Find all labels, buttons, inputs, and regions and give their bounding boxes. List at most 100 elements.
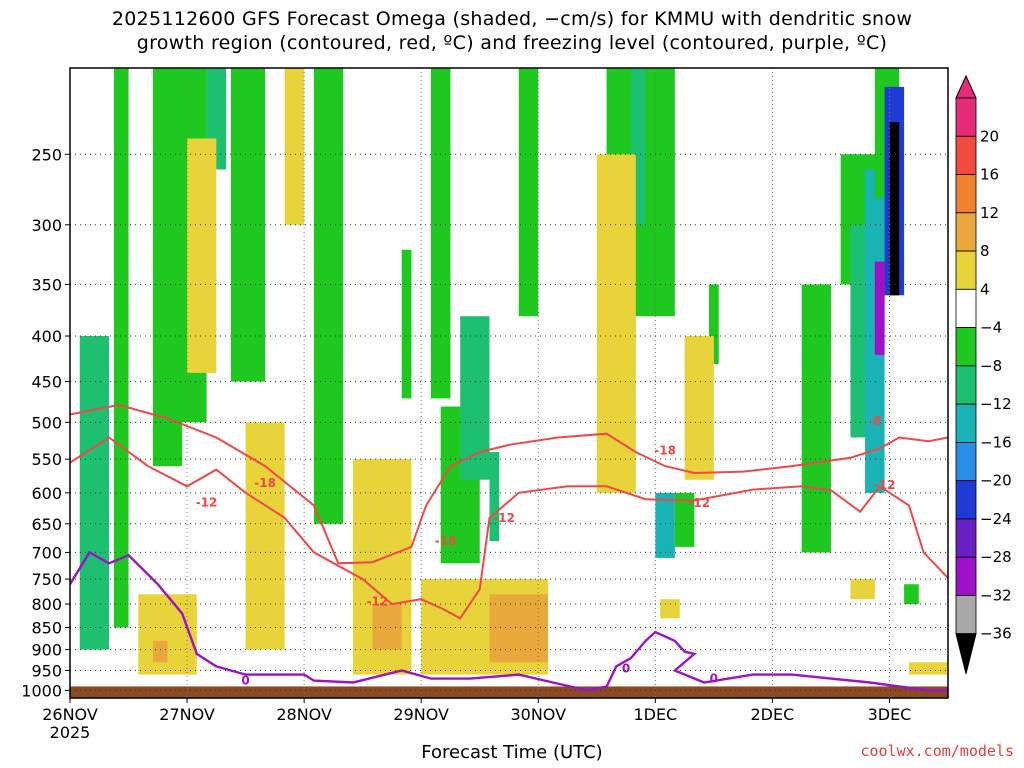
omega-cell [460,316,490,480]
colorbar-swatch [955,174,977,214]
ground-band [70,686,948,698]
omega-cell [313,68,344,524]
x-tick-label: 29NOV [393,705,449,724]
omega-cell [138,594,197,675]
colorbar-swatch [955,480,977,520]
dgz-contour-label: -12 [196,495,218,509]
y-tick-label: 850 [31,618,62,637]
omega-cell [187,138,217,373]
colorbar-tick-label: −32 [980,586,1012,604]
x-year-label: 2025 [50,723,91,742]
colorbar-swatch [955,288,977,329]
x-tick-label: 26NOV [42,705,98,724]
colorbar-tick-label: 8 [980,242,990,260]
y-tick-label: 600 [31,484,62,503]
colorbar-tick-label: −28 [980,548,1012,566]
omega-cell [889,122,900,296]
colorbar-swatch [955,250,977,290]
dgz-contour [70,403,948,565]
dgz-contour [70,436,948,620]
colorbar-swatch [955,403,977,443]
dgz-contour-label: -18 [254,476,276,490]
omega-cell [655,492,675,558]
y-tick-label: 700 [31,543,62,562]
colorbar-swatch [955,327,977,367]
omega-cell [874,261,885,355]
y-tick-label: 500 [31,413,62,432]
omega-cell [596,154,636,493]
dgz-contour-label: -12 [366,595,388,609]
freezing-level-label: 0 [710,672,718,686]
y-tick-label: 800 [31,595,62,614]
x-tick-label: 30NOV [510,705,566,724]
x-tick-label: 3DEC [868,705,912,724]
omega-cell [904,584,919,605]
colorbar-swatch [955,365,977,405]
omega-cell [674,492,695,547]
colorbar-tick-label: 16 [980,166,999,184]
omega-cell [518,68,539,317]
colorbar-tick-label: −4 [980,319,1002,337]
y-tick-label: 900 [31,641,62,660]
y-tick-label: 950 [31,662,62,681]
colorbar-tick-label: −24 [980,510,1012,528]
colorbar-tick-label: −36 [980,625,1012,643]
colorbar-swatch [955,135,977,175]
omega-cell [230,68,266,382]
omega-cell [152,640,168,663]
omega-cell [660,599,680,619]
x-tick-label: 28NOV [276,705,332,724]
colorbar-tick-label: 12 [980,204,999,222]
dgz-contour-label: -18 [654,444,676,458]
y-tick-label: 450 [31,373,62,392]
omega-cell [684,336,714,480]
y-tick-label: 750 [31,570,62,589]
colorbar-tick-label: −12 [980,395,1012,413]
omega-cell [908,662,948,675]
dgz-contour-label: -12 [688,496,710,510]
omega-cell [401,249,412,399]
dgz-contour-label: -18 [435,534,457,548]
freezing-level-label: 0 [622,661,630,675]
y-tick-label: 350 [31,275,62,294]
omega-cell [708,284,719,364]
omega-cell [79,336,110,650]
chart-title-line-1: 2025112600 GFS Forecast Omega (shaded, −… [111,8,913,30]
x-axis-label: Forecast Time (UTC) [421,742,603,763]
colorbar-tick-label: −20 [980,472,1012,490]
plot-frame [69,67,949,699]
colorbar-swatch [955,595,977,635]
x-tick-label: 2DEC [751,705,795,724]
freezing-level-contour [70,550,948,692]
omega-cell [245,422,285,650]
colorbar-top-arrow [955,74,977,99]
x-tick-label: 27NOV [159,705,215,724]
omega-cell [113,68,129,628]
y-tick-label: 400 [31,327,62,346]
colorbar-swatch [955,518,977,558]
omega-cell [372,604,402,650]
freezing-level-label: 0 [241,674,249,688]
dgz-contour-label: -8 [868,414,881,428]
y-tick-label: 1000 [21,681,62,700]
dgz-contour-label: -12 [493,511,515,525]
omega-cell [489,452,500,542]
chart-title-line-2: growth region (contoured, red, ºC) and f… [136,32,888,54]
omega-cell [430,68,451,399]
y-tick-label: 650 [31,515,62,534]
colorbar-tick-label: 4 [980,280,990,298]
y-tick-label: 250 [31,145,62,164]
colorbar-tick-label: −8 [980,357,1002,375]
credit-link[interactable]: coolwx.com/models [860,742,1014,760]
y-tick-label: 550 [31,450,62,469]
colorbar-swatch [955,441,977,482]
colorbar-swatch [955,212,977,252]
colorbar-tick-label: 20 [980,127,999,145]
omega-cell [489,594,549,663]
colorbar-bottom-arrow [955,633,977,674]
omega-cell [850,579,875,600]
dgz-contour-label: -12 [874,478,896,492]
y-tick-label: 300 [31,216,62,235]
omega-cell [801,284,831,553]
